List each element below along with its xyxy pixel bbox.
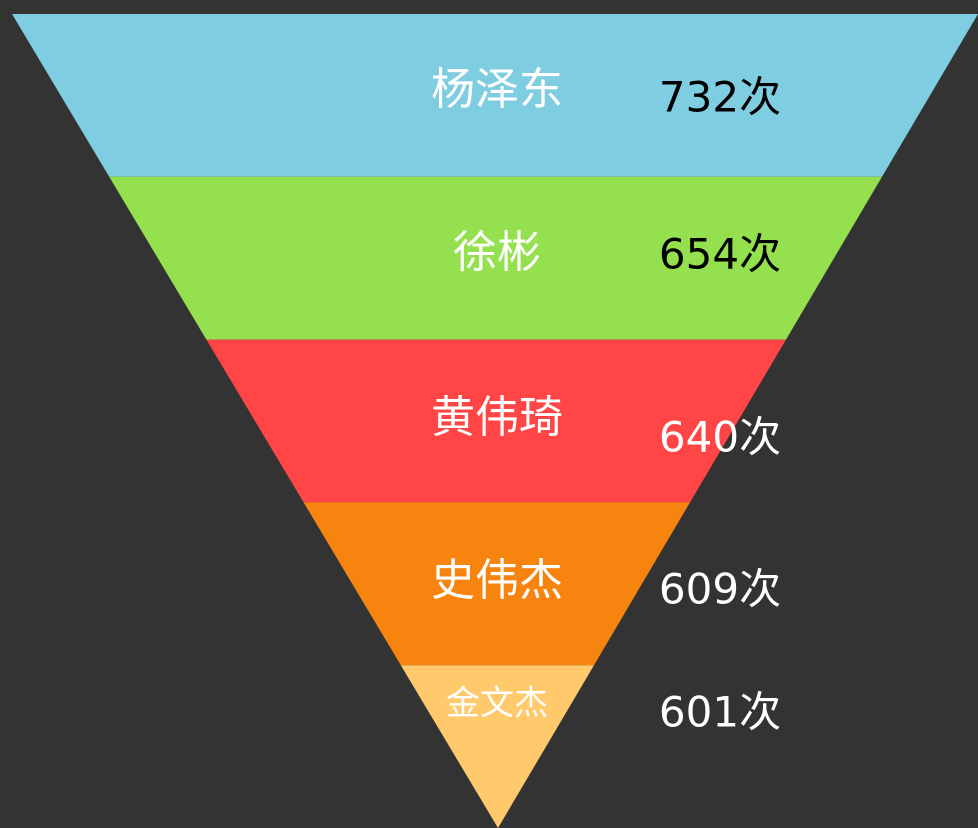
funnel-band xyxy=(206,339,786,503)
funnel-band xyxy=(303,502,690,666)
funnel-band xyxy=(400,665,594,828)
value-label: 609次 xyxy=(659,565,781,614)
value-label: 640次 xyxy=(659,413,781,462)
value-label: 654次 xyxy=(659,230,781,279)
category-label: 杨泽东 xyxy=(431,64,563,115)
category-label: 史伟杰 xyxy=(431,555,563,606)
category-label: 黄伟琦 xyxy=(431,392,563,443)
funnel-band xyxy=(109,176,882,340)
value-label: 601次 xyxy=(659,688,781,737)
category-label: 金文杰 xyxy=(446,684,548,724)
funnel-band xyxy=(12,14,978,177)
category-label: 徐彬 xyxy=(453,227,541,278)
value-label: 732次 xyxy=(659,73,781,122)
